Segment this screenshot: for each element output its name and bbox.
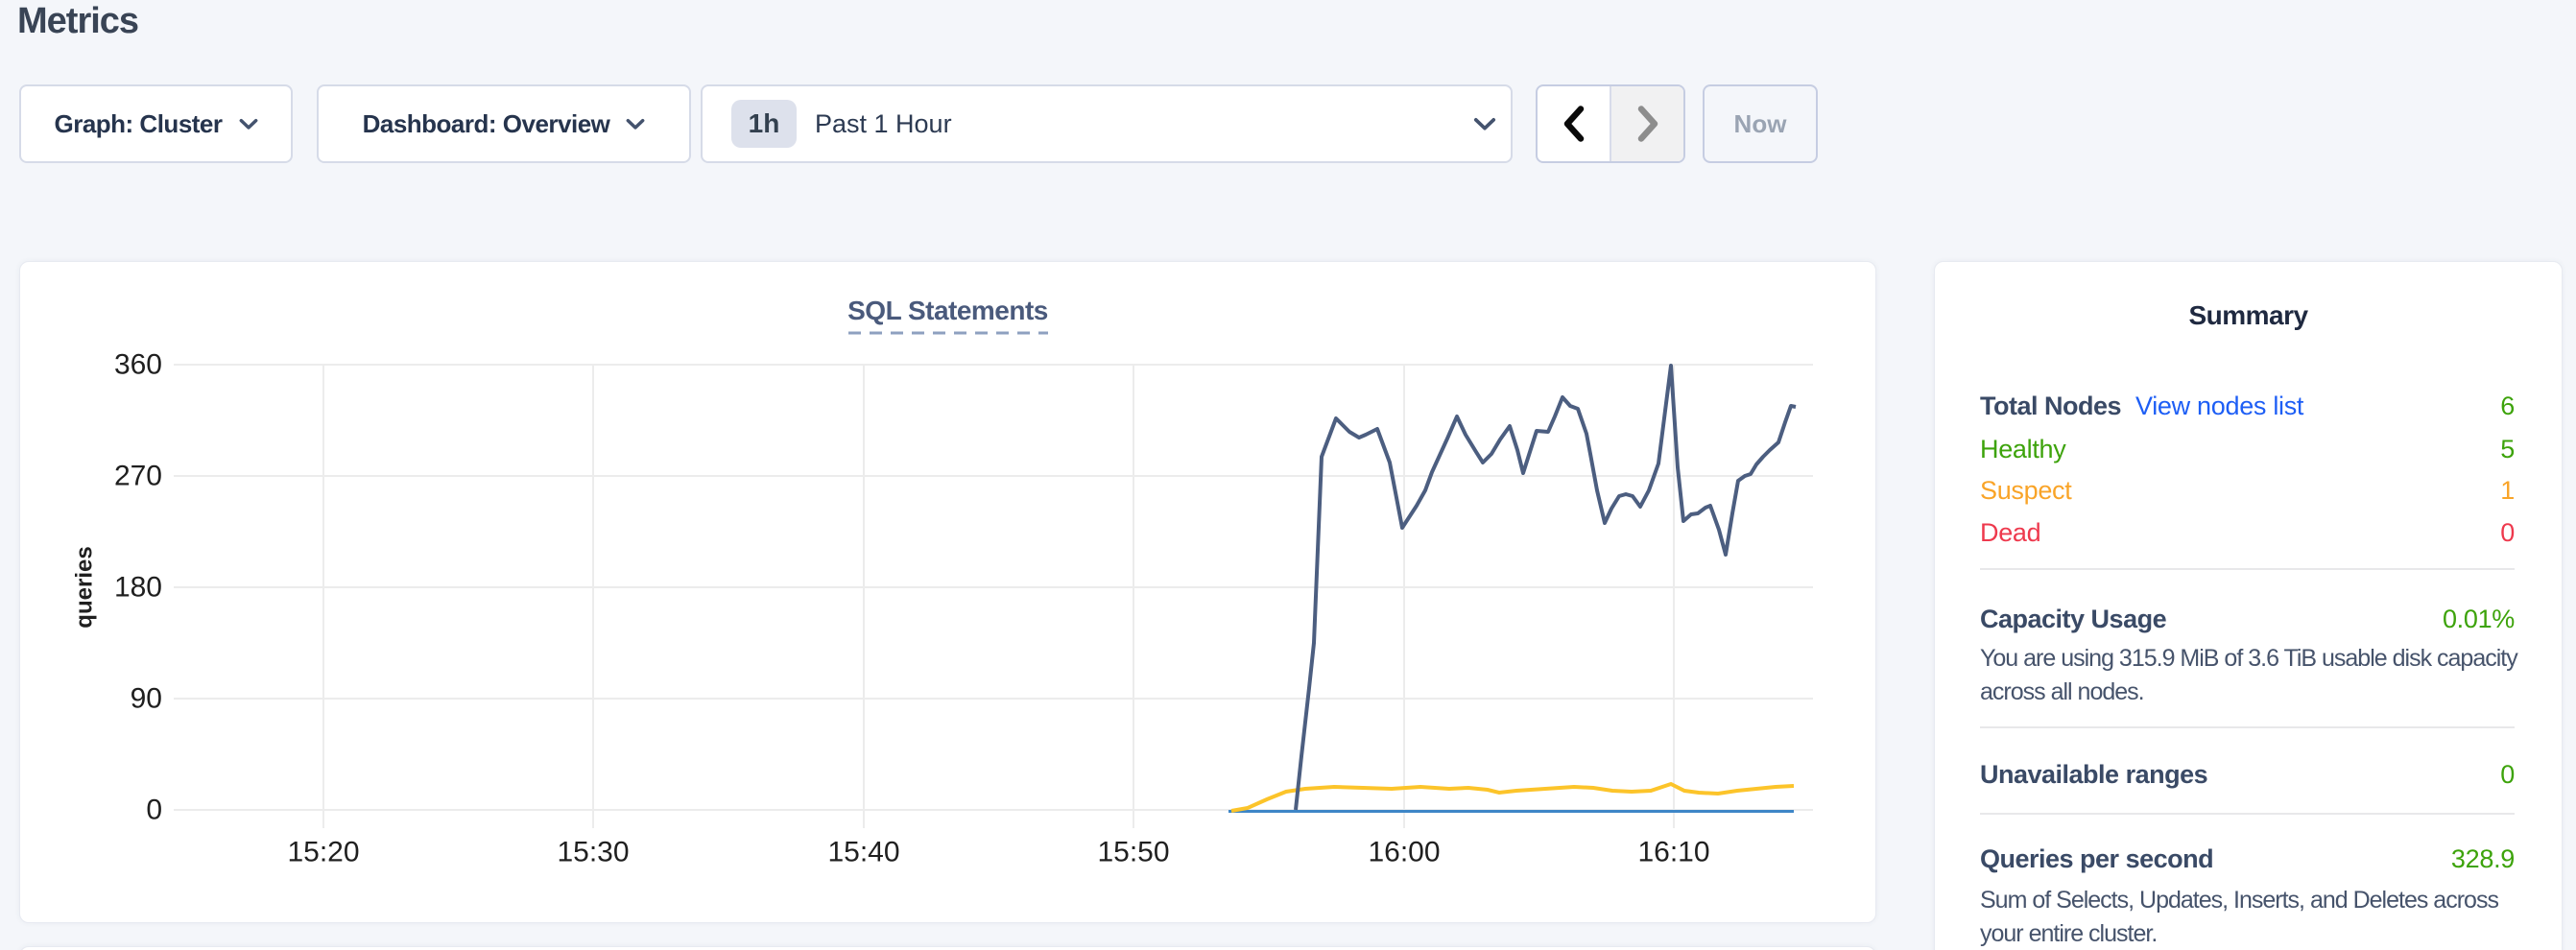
svg-text:360: 360 [114, 349, 162, 381]
svg-text:15:50: 15:50 [1097, 837, 1169, 868]
svg-text:15:30: 15:30 [557, 837, 629, 868]
svg-text:15:40: 15:40 [827, 837, 899, 868]
svg-text:270: 270 [114, 461, 162, 492]
svg-text:16:00: 16:00 [1368, 837, 1440, 868]
svg-text:90: 90 [131, 683, 162, 715]
svg-text:queries: queries [72, 546, 98, 628]
svg-text:0: 0 [146, 795, 162, 826]
svg-text:15:20: 15:20 [287, 837, 359, 868]
svg-text:16:10: 16:10 [1637, 837, 1709, 868]
svg-text:180: 180 [114, 572, 162, 604]
